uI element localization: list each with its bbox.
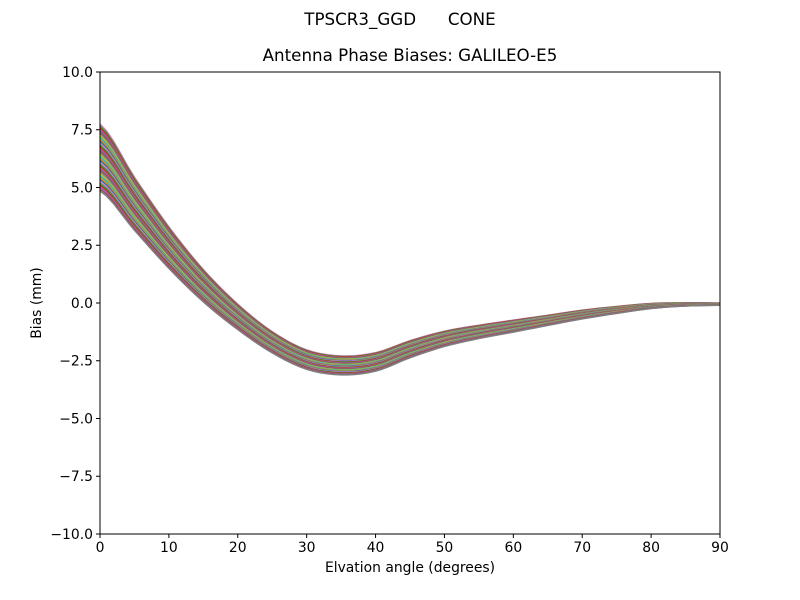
series-line [99,125,721,358]
series-line [99,148,721,364]
x-tick-label: 0 [96,540,105,556]
x-axis-label: Elvation angle (degrees) [324,560,496,576]
x-tick-label: 30 [298,540,316,556]
series-line [99,129,721,359]
y-tick-label: 7.5 [71,123,93,139]
plot-title: Antenna Phase Biases: GALILEO-E5 [262,45,558,65]
x-tick-label: 40 [367,540,385,556]
series-line [99,136,721,361]
x-tick-label: 90 [711,540,729,556]
series-line [99,127,721,358]
series-line [99,146,721,364]
x-tick-label: 70 [573,540,591,556]
y-tick-label: 5.0 [71,180,93,196]
y-tick-label: −10.0 [50,527,93,543]
series-line [99,140,721,362]
series-line [99,138,721,362]
y-tick-label: 0.0 [71,296,93,312]
series-line [99,133,721,360]
y-tick-label: 2.5 [71,238,93,254]
series-line [99,190,721,376]
series-line [99,144,721,363]
x-tick-label: 50 [436,540,454,556]
series-line [99,142,721,363]
y-tick-label: 10.0 [62,65,93,81]
x-tick-label: 80 [642,540,660,556]
y-tick-label: −2.5 [59,354,93,370]
series-line [99,123,721,357]
y-tick-label: −5.0 [59,411,93,427]
figure-suptitle: TPSCR3_GGD CONE [304,9,496,29]
x-tick-label: 60 [504,540,522,556]
axes-frame [99,71,721,535]
series-line [99,134,721,360]
y-tick-label: −7.5 [59,469,93,485]
x-tick-label: 20 [229,540,247,556]
series-line [99,131,721,359]
x-tick-label: 10 [160,540,178,556]
